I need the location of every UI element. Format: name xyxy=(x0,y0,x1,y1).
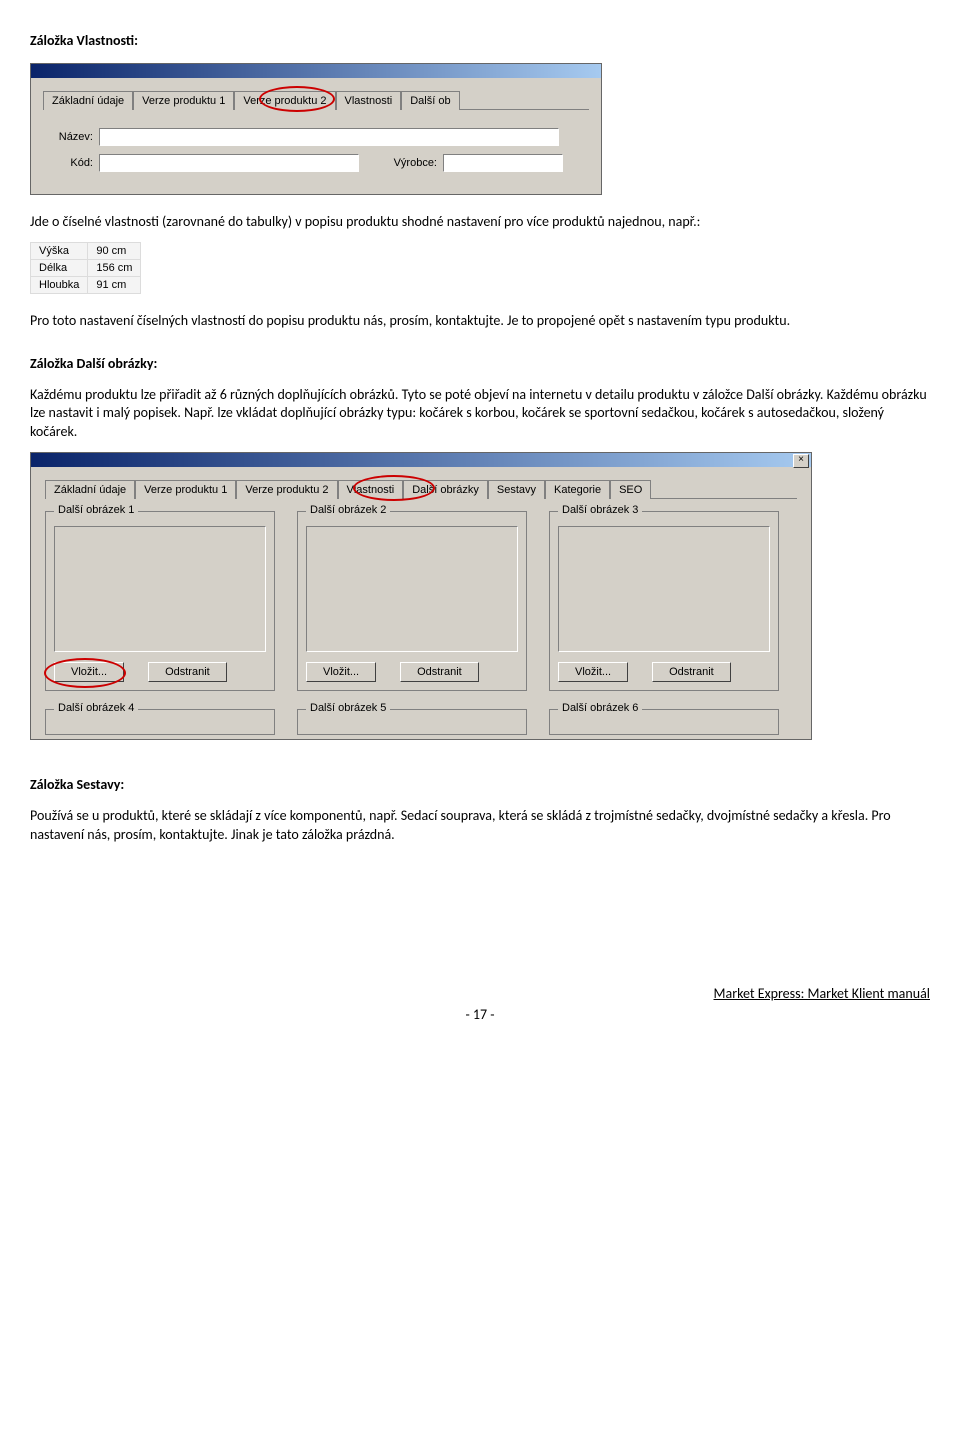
image-well xyxy=(54,526,266,652)
tab-verze-produktu-2[interactable]: Verze produktu 2 xyxy=(234,91,335,110)
groupbox-legend: Další obrázek 5 xyxy=(306,702,390,714)
label-nazev: Název: xyxy=(43,131,99,143)
groupbox-obrazek-5: Další obrázek 5 xyxy=(297,709,527,735)
tab-seo[interactable]: SEO xyxy=(610,480,651,499)
vlozit-button[interactable]: Vložit... xyxy=(558,662,628,682)
label-vyrobce: Výrobce: xyxy=(377,157,443,169)
win3-titlebar: × xyxy=(31,453,811,467)
vlozit-button[interactable]: Vložit... xyxy=(54,662,124,682)
paragraph-3: Každému produktu lze přiřadit až 6 různý… xyxy=(30,386,930,443)
win1-titlebar xyxy=(31,64,601,78)
groupbox-obrazek-4: Další obrázek 4 xyxy=(45,709,275,735)
groupbox-legend: Další obrázek 6 xyxy=(558,702,642,714)
groupbox-legend: Další obrázek 2 xyxy=(306,504,390,516)
groupbox-legend: Další obrázek 1 xyxy=(54,504,138,516)
properties-table: Výška90 cm Délka156 cm Hloubka91 cm xyxy=(30,242,141,294)
prop-value: 156 cm xyxy=(88,259,141,276)
paragraph-2: Pro toto nastavení číselných vlastností … xyxy=(30,312,930,331)
vlozit-button[interactable]: Vložit... xyxy=(306,662,376,682)
tab-zakladni-udaje[interactable]: Základní údaje xyxy=(43,91,133,110)
odstranit-button[interactable]: Odstranit xyxy=(400,662,479,682)
screenshot-window-3: × Základní údaje Verze produktu 1 Verze … xyxy=(30,452,812,740)
paragraph-1: Jde o číselné vlastnosti (zarovnané do t… xyxy=(30,213,930,232)
input-vyrobce[interactable] xyxy=(443,154,563,172)
heading-dalsi-obrazky: Záložka Další obrázky: xyxy=(30,355,930,374)
prop-value: 90 cm xyxy=(88,242,141,259)
tab-verze-produktu-1[interactable]: Verze produktu 1 xyxy=(133,91,234,110)
image-well xyxy=(558,526,770,652)
page-footer: Market Express: Market Klient manuál - 1… xyxy=(30,985,930,1023)
tab-dalsi-obrazky[interactable]: Další obrázky xyxy=(403,480,488,499)
footer-page-number: - 17 - xyxy=(465,1006,494,1023)
groupbox-obrazek-1: Další obrázek 1 Vložit... Odstranit xyxy=(45,511,275,691)
groupbox-obrazek-3: Další obrázek 3 Vložit... Odstranit xyxy=(549,511,779,691)
screenshot-window-1: Základní údaje Verze produktu 1 Verze pr… xyxy=(30,63,602,195)
close-button[interactable]: × xyxy=(793,454,809,468)
groupbox-legend: Další obrázek 4 xyxy=(54,702,138,714)
groupbox-legend: Další obrázek 3 xyxy=(558,504,642,516)
tab-vlastnosti[interactable]: Vlastnosti xyxy=(338,480,404,499)
image-well xyxy=(306,526,518,652)
footer-title: Market Express: Market Klient manuál xyxy=(714,985,930,1002)
groupbox-obrazek-2: Další obrázek 2 Vložit... Odstranit xyxy=(297,511,527,691)
prop-name: Výška xyxy=(31,242,88,259)
input-nazev[interactable] xyxy=(99,128,559,146)
heading-vlastnosti: Záložka Vlastnosti: xyxy=(30,32,930,51)
tab-verze-produktu-2[interactable]: Verze produktu 2 xyxy=(236,480,337,499)
odstranit-button[interactable]: Odstranit xyxy=(148,662,227,682)
tab-sestavy[interactable]: Sestavy xyxy=(488,480,545,499)
win3-tabstrip: Základní údaje Verze produktu 1 Verze pr… xyxy=(45,479,797,499)
input-kod[interactable] xyxy=(99,154,359,172)
paragraph-4: Používá se u produktů, které se skládají… xyxy=(30,807,930,845)
tab-zakladni-udaje[interactable]: Základní údaje xyxy=(45,480,135,499)
prop-name: Hloubka xyxy=(31,276,88,293)
groupbox-obrazek-6: Další obrázek 6 xyxy=(549,709,779,735)
tab-dalsi-ob[interactable]: Další ob xyxy=(401,91,459,110)
odstranit-button[interactable]: Odstranit xyxy=(652,662,731,682)
prop-value: 91 cm xyxy=(88,276,141,293)
prop-name: Délka xyxy=(31,259,88,276)
tab-vlastnosti[interactable]: Vlastnosti xyxy=(336,91,402,110)
heading-sestavy: Záložka Sestavy: xyxy=(30,776,930,795)
win1-tabstrip: Základní údaje Verze produktu 1 Verze pr… xyxy=(43,90,589,110)
label-kod: Kód: xyxy=(43,157,99,169)
tab-verze-produktu-1[interactable]: Verze produktu 1 xyxy=(135,480,236,499)
tab-kategorie[interactable]: Kategorie xyxy=(545,480,610,499)
